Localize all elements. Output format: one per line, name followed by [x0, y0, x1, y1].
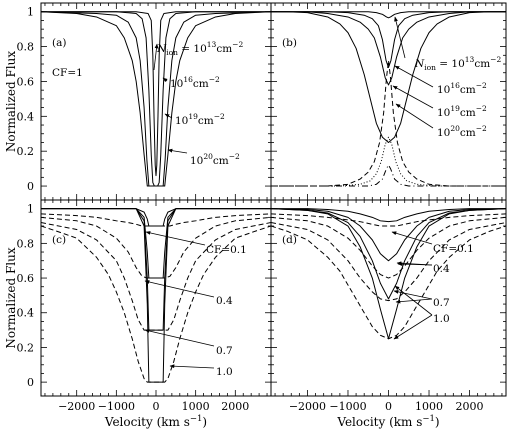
annotation-arrow: [392, 85, 434, 109]
x-tick-label: −1000: [329, 400, 366, 413]
panel-d: −2000 −1000 0 1000 2000 Velocity (km s−1) (d) C…: [270, 199, 507, 429]
annotation-arrow: [391, 231, 433, 245]
series-line-solid: [271, 11, 506, 68]
series-line-dashed: [271, 60, 506, 187]
annotation-label: 1020cm−2: [190, 152, 240, 167]
y-tick-label: 0: [27, 376, 34, 389]
annotation-label: 1.0: [433, 313, 450, 325]
y-tick-label: 0.8: [17, 41, 35, 54]
series-line-solid: [41, 208, 271, 227]
covering-fraction-label: CF=1: [52, 67, 83, 79]
annotation-arrow: [397, 262, 433, 267]
annotation-label: 0.4: [216, 295, 233, 307]
series-line-solid: [271, 11, 506, 19]
annotation-label: 1016cm−2: [437, 81, 487, 96]
annotation-label: Nion = 1013cm−2: [414, 55, 501, 72]
annotation-arrow: [144, 280, 215, 298]
series-line-dashed: [271, 216, 506, 279]
series-line-dashed: [271, 225, 506, 340]
annotation-arrow: [164, 113, 173, 119]
annotation-label: 0.4: [433, 263, 450, 275]
annotation-arrow: [393, 314, 433, 340]
annotation-arrow: [393, 290, 433, 300]
y-axis-label: Normalized Flux: [4, 247, 18, 348]
y-tick-label: 0.4: [17, 307, 35, 320]
annotation-arrow: [144, 329, 215, 347]
annotation-label: 1019cm−2: [175, 112, 225, 127]
x-tick-label: −2000: [289, 400, 326, 413]
x-tick-label: −2000: [58, 400, 95, 413]
panel-label: (b): [282, 37, 297, 49]
series-line-solid: [271, 208, 506, 262]
panel-label: (c): [52, 234, 66, 246]
series-line-dashdot: [271, 164, 506, 187]
series-line-dotted: [271, 136, 506, 187]
y-tick-label: 1: [27, 6, 34, 19]
x-tick-label: 0: [385, 400, 392, 413]
x-axis-label: Velocity (km s−1): [336, 414, 439, 429]
y-tick-label: 0.2: [17, 341, 35, 354]
panel-label: (d): [282, 234, 297, 246]
annotation-label: 1.0: [216, 366, 233, 378]
series-line-solid: [271, 208, 506, 223]
series-line-solid: [271, 208, 506, 340]
panel-a: 0 0.2 0.4 0.6 0.8 1 Normalized Flux (a) CF=1 Nion…: [4, 2, 272, 201]
annotation-arrow: [153, 43, 159, 71]
annotation-label: 0.7: [433, 297, 450, 309]
x-tick-label: −1000: [98, 400, 135, 413]
series-line-solid: [41, 208, 271, 383]
series-line-solid: [271, 11, 506, 86]
y-tick-label: 0.6: [17, 272, 35, 285]
panel-c: 0 0.2 0.4 0.6 0.8 1 −2000 −1000 0 1000 2000 Normali…: [4, 199, 272, 429]
x-tick-label: 0: [153, 400, 160, 413]
annotation-arrow: [169, 364, 215, 369]
annotation-arrow: [162, 77, 168, 83]
series-line-dashed: [41, 222, 271, 331]
x-tick-label: 1000: [182, 400, 210, 413]
x-tick-label: 2000: [456, 400, 484, 413]
series-line-dashed: [271, 222, 506, 302]
annotation-label: CF=0.1: [206, 244, 247, 256]
y-tick-label: 0.8: [17, 237, 35, 250]
annotation-label: 1019cm−2: [437, 104, 487, 119]
panel-b: (b) Nion = 1013cm−2 1016cm−2 1019cm−2 1020cm…: [270, 2, 507, 201]
panel-label: (a): [52, 37, 66, 49]
series-line-dashed: [41, 225, 271, 383]
series-line-solid: [41, 208, 271, 331]
series-line-dashed: [41, 216, 271, 279]
x-tick-label: 1000: [415, 400, 443, 413]
series-line-solid: [271, 208, 506, 300]
annotation-label: CF=0.1: [433, 243, 474, 255]
series-line-solid: [41, 11, 271, 177]
annotation-arrow: [167, 148, 188, 154]
y-tick-label: 0.6: [17, 75, 35, 88]
annotation-arrow: [394, 285, 433, 316]
y-axis-label: Normalized Flux: [4, 51, 18, 152]
x-axis-label: Velocity (km s−1): [104, 414, 207, 429]
annotation-arrow: [394, 65, 434, 88]
annotation-arrow: [394, 16, 406, 59]
annotation-label: 1020cm−2: [437, 124, 487, 139]
y-tick-label: 0: [27, 180, 34, 193]
y-tick-label: 1: [27, 203, 34, 216]
annotation-arrow: [395, 103, 434, 129]
series-line-dashed: [271, 213, 506, 227]
series-line-dashed: [41, 213, 271, 227]
annotation-arrow: [145, 231, 206, 246]
y-tick-label: 0.4: [17, 110, 35, 123]
annotation-label: 1016cm−2: [170, 75, 220, 90]
annotation-label: Nion = 1013cm−2: [156, 40, 243, 57]
x-tick-label: 2000: [221, 400, 249, 413]
series-line-solid: [271, 11, 506, 143]
series-line-solid: [41, 11, 271, 187]
y-tick-label: 0.2: [17, 145, 35, 158]
annotation-label: 0.7: [216, 345, 233, 357]
plot-frame: [270, 2, 507, 201]
